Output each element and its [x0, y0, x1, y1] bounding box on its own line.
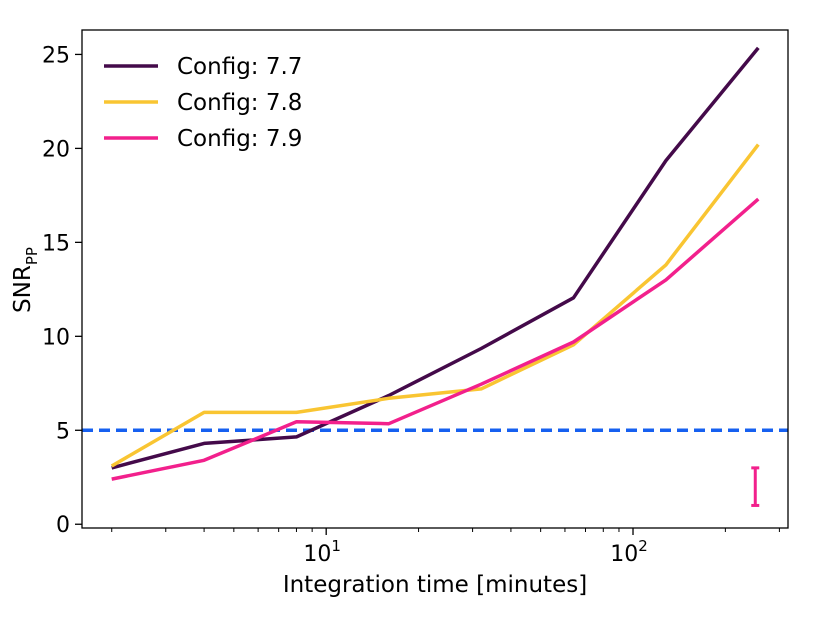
series-line-config-7-9	[111, 197, 760, 481]
y-tick-label: 10	[42, 325, 70, 350]
y-axis-label-subscript: PP	[23, 247, 41, 265]
legend: Config: 7.7 Config: 7.8 Config: 7.9	[104, 54, 302, 152]
y-axis-label-main: SNR	[10, 265, 36, 313]
legend-label: Config: 7.8	[177, 90, 302, 116]
y-tick-label: 15	[42, 231, 70, 256]
series-line-config-7-7	[111, 46, 760, 470]
axes: 0 5 10 15 20 25 101 102	[42, 29, 789, 567]
legend-label: Config: 7.7	[177, 54, 302, 80]
x-tick-label: 101	[303, 537, 341, 567]
y-axis-label: SNRPP	[10, 247, 41, 313]
plot-area	[82, 46, 788, 507]
x-tick-label: 102	[610, 537, 648, 567]
plot-frame	[81, 29, 789, 529]
x-axis-label: Integration time [minutes]	[283, 572, 587, 598]
series-line-config-7-8	[110, 143, 760, 468]
y-tick-label: 5	[56, 419, 70, 444]
y-tick-label: 25	[42, 43, 70, 68]
y-tick-label: 20	[42, 137, 70, 162]
legend-label: Config: 7.9	[177, 126, 302, 152]
y-tick-label: 0	[56, 513, 70, 538]
